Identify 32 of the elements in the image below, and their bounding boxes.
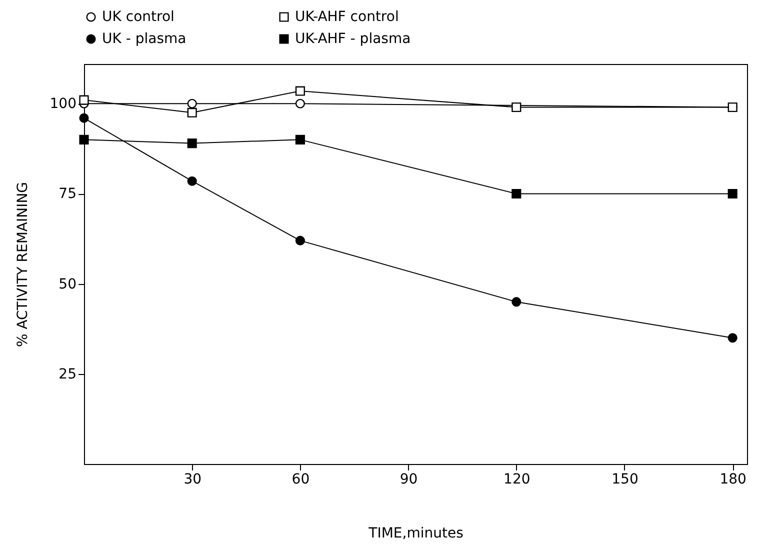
- x-axis-title: TIME,minutes: [368, 526, 464, 542]
- x-tick-label: 30: [184, 472, 202, 488]
- legend-label: UK-AHF control: [295, 9, 399, 25]
- y-tick-label: 25: [58, 366, 76, 382]
- point: [512, 102, 522, 112]
- y-tick-label: 75: [58, 186, 76, 202]
- point: [79, 134, 89, 144]
- point: [187, 108, 197, 118]
- point: [295, 236, 305, 246]
- point: [187, 176, 197, 186]
- legend-label: UK-AHF - plasma: [295, 31, 411, 47]
- point: [295, 134, 305, 144]
- x-tick-label: 60: [292, 472, 310, 488]
- x-tick-label: 180: [720, 472, 746, 488]
- point: [187, 98, 197, 108]
- x-tick-label: 120: [504, 472, 530, 488]
- point: [512, 297, 522, 307]
- point: [295, 86, 305, 96]
- y-tick-label: 100: [50, 96, 76, 112]
- legend-label: UK control: [102, 9, 174, 25]
- point: [295, 98, 305, 108]
- point: [512, 188, 522, 199]
- legend-label: UK - plasma: [102, 31, 186, 47]
- point: [728, 102, 738, 112]
- y-axis-title: % ACTIVITY REMAINING: [14, 182, 31, 348]
- x-tick-label: 90: [400, 472, 418, 488]
- point: [728, 333, 738, 343]
- point: [728, 188, 738, 199]
- x-tick-label: 150: [612, 472, 638, 488]
- point: [187, 138, 197, 148]
- point: [79, 113, 89, 123]
- y-tick-label: 50: [58, 276, 76, 292]
